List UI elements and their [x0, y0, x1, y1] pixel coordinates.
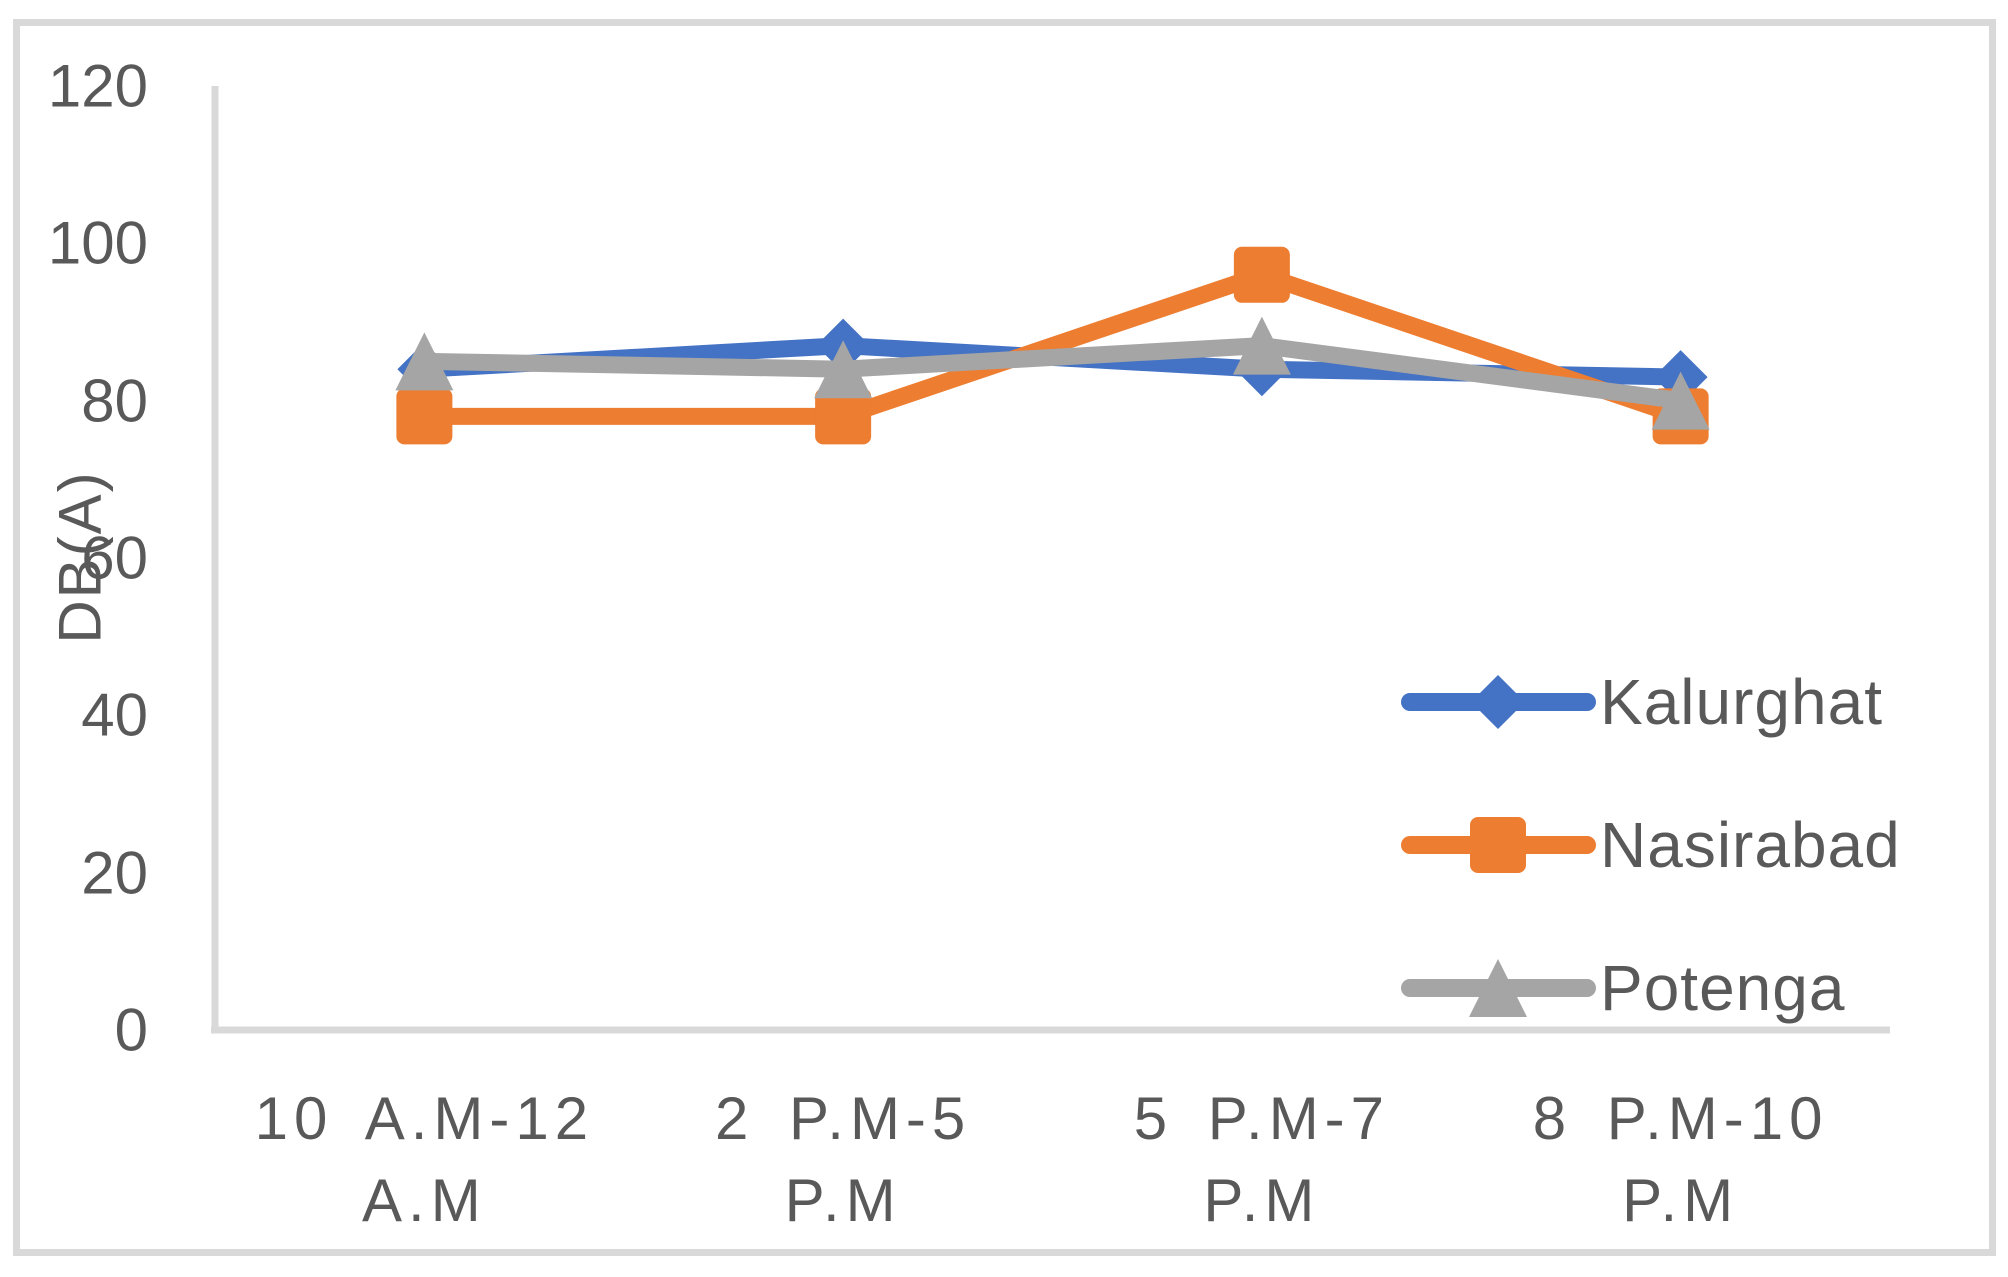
y-tick-label: 60: [81, 524, 148, 592]
legend-label-kalurghat: Kalurghat: [1600, 666, 1883, 738]
legend-marker-nasirabad: [1470, 817, 1526, 873]
series-line-potenga: [415, 337, 1690, 410]
y-tick-label: 20: [81, 839, 148, 907]
y-tick-label: 80: [81, 367, 148, 435]
marker-triangle-potenga: [1232, 316, 1291, 375]
y-tick-label: 40: [81, 681, 148, 749]
marker-triangle-potenga: [395, 332, 454, 391]
legend-marker-potenga: [1469, 959, 1527, 1017]
x-category-label: 2 P.M-5 P.M: [714, 1085, 972, 1234]
legend-label-potenga: Potenga: [1600, 952, 1846, 1024]
series-line-nasirabad: [415, 266, 1690, 425]
x-category-label: 8 P.M-10 P.M: [1532, 1085, 1829, 1234]
y-tick-label: 0: [114, 996, 148, 1064]
y-tick-label: 100: [47, 209, 148, 277]
marker-square-nasirabad: [1233, 246, 1290, 303]
marker-square-nasirabad: [396, 388, 453, 445]
marker-square-nasirabad: [815, 388, 872, 445]
legend-label-nasirabad: Nasirabad: [1600, 809, 1901, 881]
marker-triangle-potenga: [814, 340, 873, 399]
x-category-label: 5 P.M-7 P.M: [1133, 1085, 1391, 1234]
legend-marker-kalurghat: [1471, 675, 1525, 729]
y-tick-label: 120: [47, 52, 148, 120]
x-category-label: 10 A.M-12 A.M: [254, 1085, 595, 1234]
marker-triangle-potenga: [1651, 371, 1710, 430]
chart-border: [13, 19, 1996, 1256]
